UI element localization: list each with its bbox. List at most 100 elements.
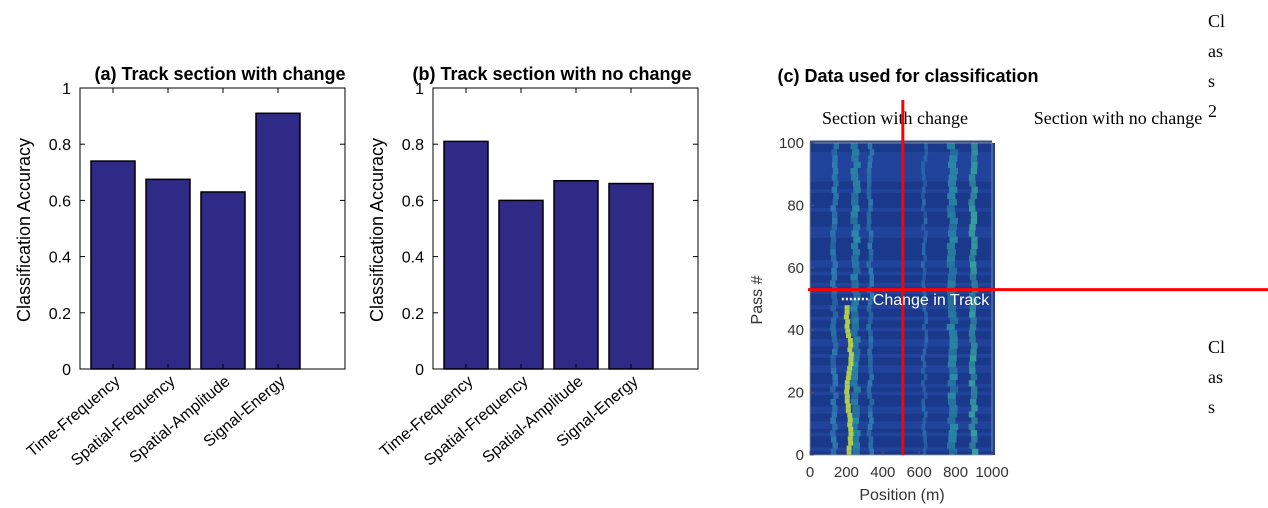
heatmap-row: [810, 256, 992, 261]
heatmap-xtick-label: 400: [870, 464, 895, 481]
heatmap-band-cell: [969, 305, 977, 312]
heatmap-band-cell: [868, 155, 873, 162]
heatmap-band-cell: [831, 330, 837, 337]
heatmap-highlight-cell: [847, 417, 853, 423]
heatmap-band-cell: [971, 448, 979, 455]
heatmap-xtick-label: 200: [834, 464, 859, 481]
side-label-top: Cl as s 2: [1208, 11, 1225, 121]
heatmap-band-cell: [851, 436, 860, 443]
heatmap-band-cell: [923, 342, 928, 349]
heatmap-band-cell: [948, 436, 957, 443]
heatmap-band-cell: [947, 180, 956, 187]
heatmap-band-cell: [850, 330, 858, 337]
heatmap-band-cell: [851, 192, 859, 200]
chart-b-ytick-label: 1: [415, 81, 424, 98]
heatmap-band-cell: [868, 330, 873, 337]
heatmap-band-cell: [922, 448, 927, 455]
heatmap-cells: [810, 140, 992, 455]
heatmap-band-cell: [949, 448, 958, 455]
heatmap-band-cell: [869, 373, 874, 381]
chart-a-xtick-label: Spatial-Amplitude: [127, 373, 234, 467]
heatmap-row: [810, 189, 992, 193]
heatmap-band-cell: [921, 249, 926, 256]
heatmap-band-cell: [851, 230, 859, 237]
heatmap-band-cell: [869, 417, 874, 424]
heatmap-band-cell: [832, 167, 839, 175]
heatmap-band-cell: [830, 323, 836, 331]
heatmap-band-cell: [850, 380, 858, 387]
heatmap-band-cell: [830, 305, 837, 312]
heatmap-band-cell: [867, 380, 873, 387]
heatmap-band-cell: [949, 386, 959, 393]
heatmap-band-cell: [869, 292, 875, 299]
heatmap-row: [810, 204, 992, 208]
heatmap-row: [810, 380, 992, 384]
heatmap-ytick-label: 20: [787, 385, 804, 402]
heatmap-highlight-cell: [847, 422, 853, 427]
heatmap-highlight-cell: [848, 361, 854, 367]
heatmap-band-cell: [851, 280, 859, 287]
heatmap-row: [810, 147, 992, 152]
heatmap-row: [810, 376, 992, 381]
heatmap-band-cell: [924, 336, 929, 343]
bar-chart-b: (b) Track section with no change Classif…: [367, 64, 699, 470]
chart-c-xlabel: Position (m): [859, 487, 944, 504]
heatmap-band-cell: [922, 417, 927, 424]
heatmap-band-cell: [831, 149, 838, 156]
heatmap-highlight-cell: [844, 309, 850, 315]
heatmap-ytick-label: 40: [787, 322, 804, 339]
heatmap-band-cell: [968, 411, 976, 418]
chart-a-title: (a) Track section with change: [94, 64, 345, 84]
heatmap-highlight-cell: [845, 375, 851, 381]
heatmap-band-cell: [851, 323, 860, 331]
heatmap-band-cell: [830, 430, 836, 437]
heatmap-band-cell: [969, 224, 976, 231]
heatmap-row: [810, 357, 992, 362]
heatmap-band-cell: [868, 230, 874, 237]
heatmap-band-cell: [969, 323, 977, 331]
heatmap-row: [810, 185, 992, 190]
heatmap-row: [810, 323, 992, 328]
chart-a-ytick-label: 0: [62, 362, 71, 379]
heatmap-band-cell: [948, 174, 957, 181]
heatmap-band-cell: [851, 255, 859, 262]
heatmap-band-cell: [923, 211, 928, 218]
chart-b-bar: [553, 179, 599, 370]
heatmap-band-cell: [832, 199, 838, 206]
heatmap-row: [810, 402, 992, 407]
heatmap-band-cell: [947, 161, 957, 168]
heatmap-band-cell: [866, 211, 872, 218]
heatmap-row: [810, 151, 992, 156]
heatmap-band-cell: [971, 236, 978, 243]
heatmap-band-cell: [948, 311, 957, 318]
heatmap-band-cell: [921, 186, 926, 193]
heatmap-band-cell: [946, 242, 955, 250]
heatmap-row: [810, 451, 992, 455]
heatmap-highlight-cell: [846, 370, 852, 376]
heatmap-band-cell: [948, 430, 957, 437]
heatmap-band-cell: [830, 355, 836, 362]
heatmap-band-cell: [852, 249, 860, 256]
heatmap-band-cell: [866, 217, 872, 225]
heatmap-band-cell: [949, 167, 958, 175]
heatmap-band-cell: [866, 192, 872, 200]
heatmap-row: [810, 170, 992, 175]
heatmap-row: [810, 428, 992, 433]
heatmap-highlight-cell: [848, 431, 854, 437]
heatmap-band-cell: [832, 405, 838, 412]
heatmap-row: [810, 196, 992, 201]
heatmap-band-cell: [968, 199, 975, 206]
heatmap-band-cell: [947, 398, 957, 406]
heatmap-band-cell: [851, 317, 859, 324]
heatmap-band-cell: [950, 149, 959, 156]
heatmap-band-cell: [924, 311, 928, 318]
heatmap-band-cell: [833, 180, 839, 187]
heatmap-band-cell: [950, 423, 959, 431]
heatmap-band-cell: [948, 411, 958, 418]
heatmap-row: [810, 440, 992, 444]
heatmap-band-cell: [921, 367, 925, 374]
heatmap-band-cell: [851, 361, 859, 368]
heatmap-band-cell: [949, 155, 958, 162]
heatmap-band-cell: [868, 249, 874, 256]
heatmap-row: [810, 174, 992, 178]
